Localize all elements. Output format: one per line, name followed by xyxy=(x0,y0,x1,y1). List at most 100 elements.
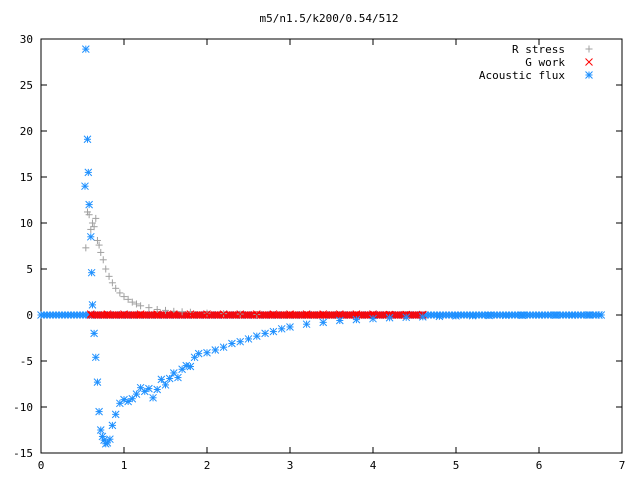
acoustic-flux-point-d2 xyxy=(182,361,191,370)
acoustic-flux-point xyxy=(91,353,100,362)
r-stress-point xyxy=(178,308,186,316)
acoustic-flux-point xyxy=(535,311,543,320)
r-stress-point xyxy=(93,236,101,244)
acoustic-flux-point-d2 xyxy=(335,316,344,325)
acoustic-flux-point-d2 xyxy=(402,313,411,322)
g-work-point xyxy=(136,310,145,318)
acoustic-flux-point-d2 xyxy=(203,348,211,357)
x-tick-label: 6 xyxy=(536,459,543,472)
acoustic-flux-point-d2 xyxy=(161,381,170,389)
acoustic-flux-point-d2 xyxy=(132,390,141,398)
acoustic-flux-point-d2 xyxy=(174,373,182,382)
acoustic-flux-point xyxy=(87,268,96,277)
acoustic-flux-point-d2 xyxy=(597,311,606,319)
g-work-point xyxy=(319,310,328,318)
acoustic-flux-point xyxy=(584,311,593,319)
acoustic-flux-point-d2 xyxy=(98,432,107,441)
r-stress-point xyxy=(203,309,211,317)
acoustic-flux-point xyxy=(261,329,269,338)
x-tick-label: 7 xyxy=(619,459,626,472)
r-stress-point xyxy=(116,289,124,297)
acoustic-flux-point xyxy=(485,311,494,320)
acoustic-flux-point xyxy=(81,45,90,53)
legend-marker xyxy=(585,71,593,79)
acoustic-flux-point xyxy=(568,311,577,319)
acoustic-flux-point xyxy=(402,313,411,322)
r-stress-point xyxy=(162,306,169,314)
acoustic-flux-point xyxy=(83,135,92,144)
y-tick-label: 20 xyxy=(20,125,33,138)
r-stress-point xyxy=(90,223,98,231)
acoustic-flux-point-d2 xyxy=(277,324,286,333)
r-stress-point xyxy=(82,244,90,252)
g-work-point-d2 xyxy=(319,310,328,318)
acoustic-flux-point-d2 xyxy=(93,378,102,387)
acoustic-flux-point-d2 xyxy=(88,301,97,309)
acoustic-flux-point-d2 xyxy=(149,393,157,402)
g-work-point-d2 xyxy=(236,310,245,318)
acoustic-flux-point-d2 xyxy=(106,435,114,444)
acoustic-flux-point-d2 xyxy=(551,311,560,319)
acoustic-flux-point-d2 xyxy=(211,346,220,354)
acoustic-flux-point-d2 xyxy=(145,384,153,393)
g-work-point xyxy=(302,310,311,318)
acoustic-flux-point xyxy=(203,348,211,357)
y-tick-label: -5 xyxy=(20,355,33,368)
acoustic-flux-point xyxy=(269,327,278,336)
acoustic-flux-point xyxy=(149,393,157,402)
acoustic-flux-point xyxy=(236,337,245,346)
acoustic-flux-point xyxy=(88,301,97,309)
g-work-point-d2 xyxy=(352,310,361,318)
g-work-point-d2 xyxy=(136,310,145,318)
r-stress-point xyxy=(88,219,96,227)
y-tick-label: 10 xyxy=(20,217,33,230)
legend-label: G work xyxy=(525,56,565,69)
acoustic-flux-point xyxy=(165,374,174,383)
acoustic-flux-point xyxy=(501,311,510,320)
acoustic-flux-point-d2 xyxy=(95,407,103,416)
g-work-point-d2 xyxy=(120,310,128,318)
acoustic-flux-point xyxy=(597,311,606,319)
legend-label: Acoustic flux xyxy=(479,69,565,82)
acoustic-flux-point-d2 xyxy=(518,311,527,320)
y-tick-label: -15 xyxy=(13,447,33,460)
acoustic-flux-point-d2 xyxy=(228,339,236,348)
g-work-point xyxy=(169,310,178,318)
acoustic-flux-point-d2 xyxy=(87,268,96,277)
y-tick-label: 15 xyxy=(20,171,33,184)
acoustic-flux-point-d2 xyxy=(219,343,228,352)
acoustic-flux-point xyxy=(286,323,294,331)
acoustic-flux-point xyxy=(132,390,141,398)
g-work-point-d2 xyxy=(252,310,261,318)
g-work-point-d2 xyxy=(169,310,178,318)
r-stress-point xyxy=(99,256,107,264)
acoustic-flux-point xyxy=(302,320,311,329)
g-work-point xyxy=(120,310,128,318)
g-work-point xyxy=(203,310,211,318)
acoustic-flux-point-d2 xyxy=(535,311,543,320)
chart-title: m5/n1.5/k200/0.54/512 xyxy=(259,12,398,25)
acoustic-flux-point-d2 xyxy=(261,329,269,338)
x-tick-label: 0 xyxy=(38,459,45,472)
g-work-point-d2 xyxy=(302,310,311,318)
r-stress-point xyxy=(145,304,153,312)
g-work-point-d2 xyxy=(203,310,211,318)
g-work-point-d2 xyxy=(186,310,195,318)
acoustic-flux-point xyxy=(518,311,527,320)
acoustic-flux-point-d2 xyxy=(186,362,195,371)
acoustic-flux-point-d2 xyxy=(584,311,593,319)
r-stress-point xyxy=(132,300,140,308)
acoustic-flux-point-d2 xyxy=(385,313,394,322)
acoustic-flux-point-d2 xyxy=(369,314,377,323)
r-stress-point xyxy=(153,305,161,313)
acoustic-flux-point-d2 xyxy=(84,168,93,177)
g-work-point-d2 xyxy=(153,310,162,318)
acoustic-flux-point-d2 xyxy=(244,335,253,343)
legend-marker xyxy=(585,58,593,66)
x-tick-label: 3 xyxy=(287,459,294,472)
acoustic-flux-point-d2 xyxy=(485,311,494,320)
r-stress-point xyxy=(85,211,93,219)
y-tick-label: -10 xyxy=(13,401,33,414)
acoustic-flux-point xyxy=(174,373,182,382)
acoustic-flux-point xyxy=(169,369,178,377)
